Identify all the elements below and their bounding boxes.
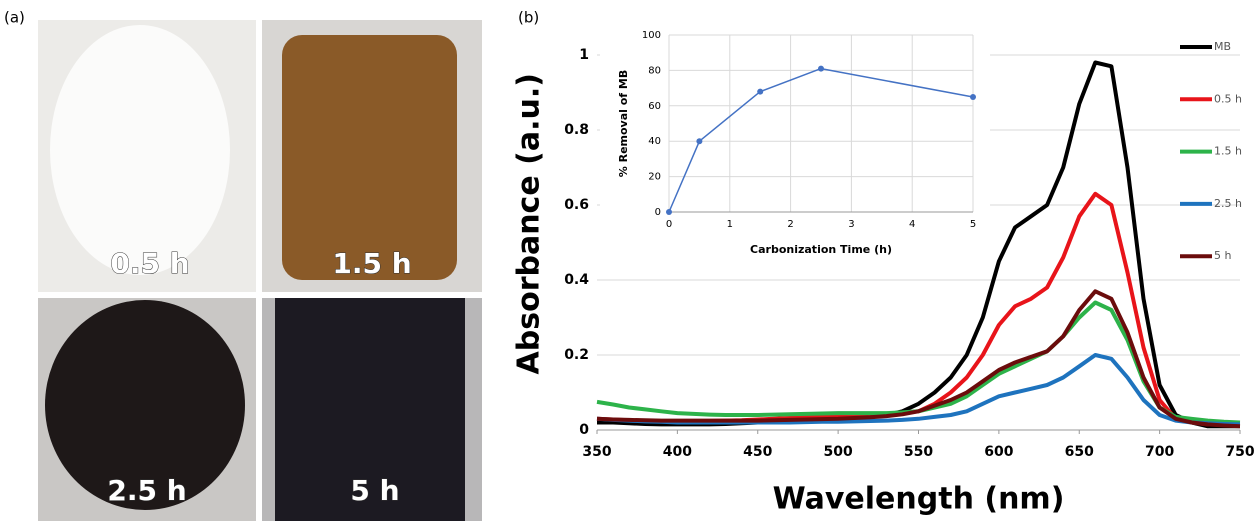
- marker: [970, 93, 976, 100]
- panel-label: (b): [518, 9, 539, 27]
- x-tick-label: 650: [1065, 444, 1094, 460]
- y-tick-label: 0.6: [564, 197, 589, 213]
- x-axis-title: Carbonization Time (h): [750, 243, 892, 256]
- photo-label: 0.5 h: [110, 247, 189, 280]
- x-axis-title: Wavelength (nm): [773, 482, 1065, 517]
- photo-label: 1.5 h: [332, 247, 411, 280]
- photo-label: 2.5 h: [107, 474, 186, 507]
- x-tick-label: 400: [663, 444, 692, 460]
- legend-label: 1.5 h: [1214, 145, 1242, 158]
- y-tick-label: 0: [655, 207, 661, 218]
- legend-label: MB: [1214, 40, 1231, 53]
- y-axis-title: % Removal of MB: [617, 70, 630, 178]
- x-tick-label: 700: [1145, 444, 1174, 460]
- photo-sample: [45, 300, 245, 510]
- x-tick-label: 1: [727, 219, 733, 230]
- marker: [818, 65, 824, 72]
- inset-background: [600, 25, 990, 265]
- y-tick-label: 60: [648, 101, 661, 112]
- y-tick-label: 40: [648, 136, 661, 147]
- legend-label: 0.5 h: [1214, 92, 1242, 105]
- y-tick-label: 0: [579, 422, 589, 438]
- x-tick-label: 4: [909, 219, 915, 230]
- photo-sample: [282, 35, 457, 280]
- legend-label: 2.5 h: [1214, 197, 1242, 210]
- y-tick-label: 0.8: [564, 122, 589, 138]
- x-tick-label: 350: [582, 444, 611, 460]
- x-tick-label: 5: [970, 219, 976, 230]
- x-tick-label: 550: [904, 444, 933, 460]
- marker: [757, 88, 764, 95]
- marker: [666, 209, 672, 215]
- y-tick-label: 0.2: [564, 347, 589, 363]
- panel-label: (a): [4, 9, 25, 27]
- y-tick-label: 100: [642, 30, 661, 41]
- y-tick-label: 0.4: [564, 272, 589, 288]
- x-tick-label: 2: [787, 219, 793, 230]
- series-line: [596, 289, 1241, 429]
- y-axis-title: Absorbance (a.u.): [512, 73, 547, 374]
- photo-sample: [275, 298, 465, 521]
- marker: [696, 138, 703, 145]
- x-tick-label: 750: [1225, 444, 1254, 460]
- y-tick-label: 80: [648, 65, 661, 76]
- legend-label: 5 h: [1214, 249, 1231, 262]
- y-tick-label: 20: [648, 172, 661, 183]
- x-tick-label: 500: [824, 444, 853, 460]
- x-tick-label: 3: [848, 219, 854, 230]
- x-tick-label: 450: [743, 444, 772, 460]
- photo-sample: [50, 25, 230, 275]
- x-tick-label: 0: [666, 219, 672, 230]
- y-tick-label: 1: [579, 47, 589, 63]
- x-tick-label: 600: [984, 444, 1013, 460]
- photo-label: 5 h: [350, 474, 399, 507]
